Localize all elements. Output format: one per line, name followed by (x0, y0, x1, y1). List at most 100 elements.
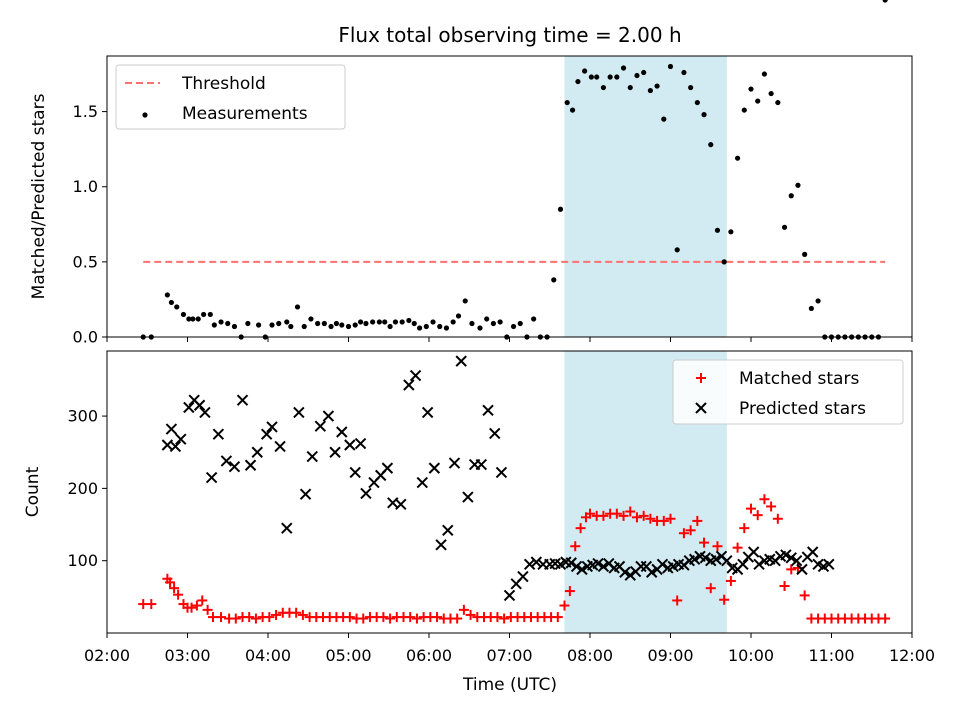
matched-point (191, 600, 202, 611)
matched-point (638, 510, 649, 521)
measurement-point (531, 316, 537, 322)
predicted-point (381, 462, 394, 474)
predicted-point-b (188, 394, 200, 406)
predicted-point (796, 563, 808, 576)
matched-point (645, 513, 656, 524)
predicted-point-b (640, 560, 653, 573)
predicted-point-b (322, 410, 335, 422)
measurement-point (164, 292, 170, 298)
matched-point (692, 515, 703, 526)
predicted-point (199, 406, 211, 419)
matched-point (564, 586, 575, 597)
legend-box (115, 64, 346, 130)
legend-label: Threshold (181, 74, 266, 94)
predicted-point-b (293, 406, 305, 419)
measurement-point (688, 84, 694, 91)
ratio-x-axis (106, 337, 913, 342)
predicted-point-b (592, 557, 604, 570)
matched-point (746, 503, 756, 514)
measurement-point (256, 322, 262, 328)
predicted-point (576, 563, 588, 576)
measurement-point (497, 319, 503, 325)
matched-point (618, 510, 629, 521)
measurement-point (345, 323, 352, 330)
measurement-point (406, 317, 412, 324)
predicted-point (349, 466, 361, 479)
ratio-y-axis-label: Matched/Predicted stars (29, 93, 49, 299)
x-tick-label: 04:00 (245, 646, 291, 665)
legend-swatch (695, 402, 707, 414)
predicted-point-b (220, 455, 233, 467)
predicted-point (710, 553, 722, 565)
matched-point (165, 577, 176, 588)
measurement-point (308, 316, 314, 322)
x-tick-label: 10:00 (728, 646, 774, 665)
matched-point (598, 510, 609, 521)
predicted-point-b (360, 487, 372, 500)
matched-point (492, 612, 503, 623)
predicted-point (455, 355, 467, 367)
measurement-point (681, 69, 687, 76)
count-y-axis-label: Count (23, 466, 43, 517)
predicted-point (807, 546, 819, 558)
predicted-point-b (266, 421, 278, 433)
predicted-point (523, 558, 536, 571)
measurement-point (614, 74, 620, 80)
measurement-point (211, 322, 217, 328)
matched-point (197, 595, 208, 606)
matched-point (678, 528, 689, 539)
matched-point (244, 612, 255, 623)
measurement-point (392, 319, 399, 325)
matched-point (552, 612, 563, 623)
matched-point (772, 513, 783, 524)
matched-point (759, 494, 770, 505)
predicted-point (354, 437, 367, 450)
predicted-point-b (726, 562, 738, 574)
measurement-point (195, 316, 201, 322)
predicted-point (428, 462, 441, 474)
measurement-point (328, 323, 334, 330)
matched-point (344, 612, 355, 623)
measurement-point (755, 98, 761, 104)
predicted-point (336, 426, 348, 438)
predicted-point-b (260, 428, 273, 440)
measurement-point (667, 63, 674, 70)
count-legend: Matched stars Predicted stars (672, 359, 904, 425)
matched-point (411, 613, 422, 624)
predicted-point-b (165, 423, 178, 435)
matched-point (458, 604, 469, 615)
measurement-point (748, 86, 754, 92)
measurement-point (276, 320, 282, 327)
predicted-point (421, 406, 434, 419)
matched-point (216, 612, 227, 623)
measurement-point (490, 320, 496, 327)
count-x-axis: 02:00 03:00 04:00 05:00 06:00 07:00 08:00 09:00… (84, 633, 935, 665)
x-tick-label: 07:00 (486, 646, 532, 665)
measurement-point (201, 311, 207, 318)
predicted-point (409, 369, 422, 382)
measurement-point (294, 304, 301, 310)
legend-box (672, 359, 904, 425)
legend-swatch-b (695, 402, 707, 414)
predicted-point-b (790, 554, 803, 567)
matched-point (732, 542, 743, 553)
predicted-point (503, 589, 516, 602)
predicted-point-b (523, 558, 536, 571)
predicted-point-b (306, 450, 318, 463)
predicted-point (565, 557, 577, 569)
predicted-point (517, 570, 529, 583)
predicted-point (395, 498, 407, 510)
predicted-point-b (299, 488, 312, 500)
predicted-point-b (329, 446, 341, 458)
matched-point (799, 590, 810, 601)
y-tick-label: 1.0 (73, 177, 98, 196)
x-tick-label: 03:00 (164, 646, 210, 665)
predicted-point-b (721, 554, 733, 567)
measurement-point (647, 87, 653, 94)
matched-point (699, 537, 710, 548)
measurement-point (284, 319, 290, 325)
matched-point (575, 523, 586, 534)
measurement-point (218, 319, 224, 325)
measurement-point (510, 323, 517, 330)
predicted-point (293, 406, 305, 419)
